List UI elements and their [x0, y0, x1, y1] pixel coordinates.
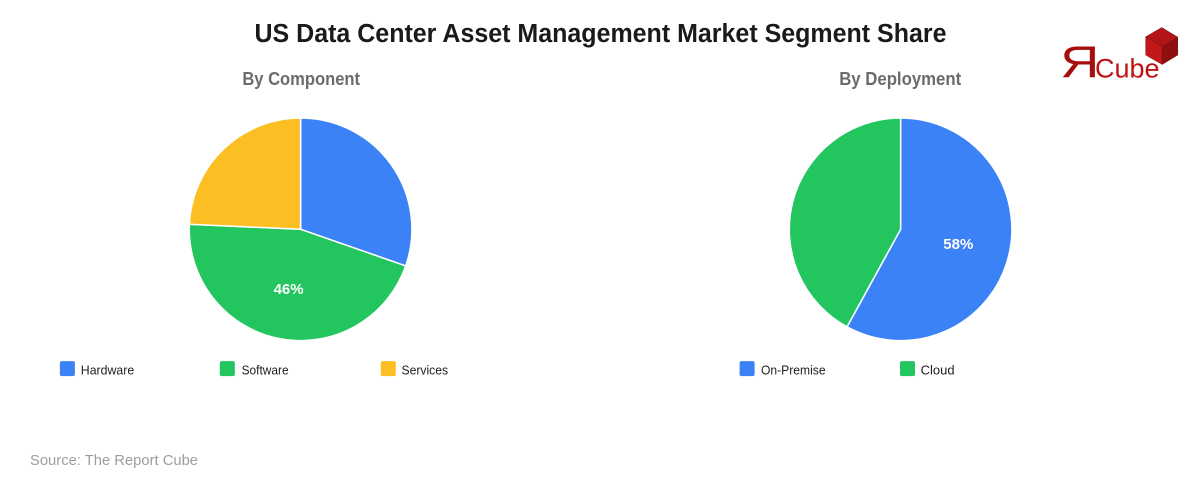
svg-text:Source: The Report Cube: Source: The Report Cube	[30, 452, 198, 469]
svg-text:Cube: Cube	[1095, 54, 1160, 84]
svg-text:On-Premise: On-Premise	[761, 362, 826, 377]
svg-text:Я: Я	[1060, 38, 1099, 87]
svg-text:58%: 58%	[943, 236, 973, 253]
svg-text:46%: 46%	[274, 281, 304, 298]
svg-text:Software: Software	[242, 362, 289, 377]
svg-text:Services: Services	[402, 362, 449, 377]
svg-text:By Deployment: By Deployment	[839, 68, 962, 89]
svg-text:By Component: By Component	[242, 68, 360, 89]
svg-text:Hardware: Hardware	[81, 362, 134, 377]
svg-text:Cloud: Cloud	[921, 362, 955, 377]
svg-text:US Data Center Asset Managemen: US Data Center Asset Management Market S…	[255, 20, 947, 48]
